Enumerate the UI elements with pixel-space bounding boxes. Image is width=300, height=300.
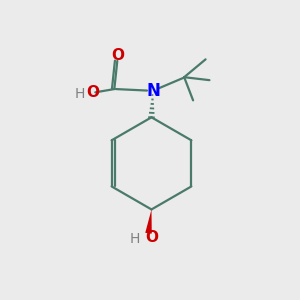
Text: H: H — [74, 87, 85, 101]
Polygon shape — [145, 209, 152, 234]
Text: O: O — [146, 230, 159, 245]
Text: H: H — [130, 232, 140, 246]
Text: N: N — [146, 82, 160, 100]
Text: O: O — [86, 85, 99, 100]
Text: O: O — [111, 48, 124, 63]
